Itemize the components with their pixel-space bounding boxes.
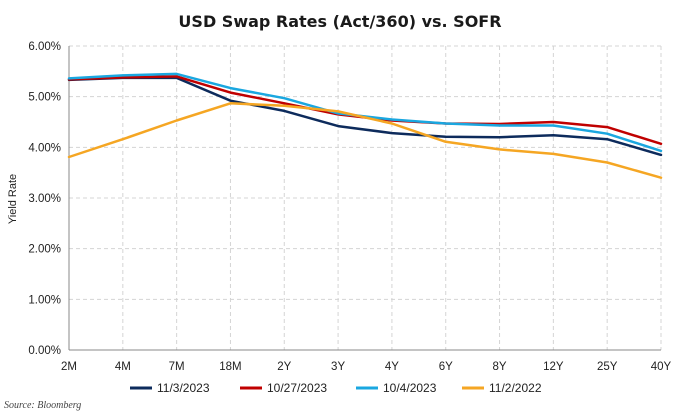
grid bbox=[69, 45, 662, 350]
series-line-1 bbox=[67, 75, 663, 146]
legend: 11/3/2023 10/27/2023 10/4/2023 11/2/2022 bbox=[130, 381, 542, 395]
x-tick-label: 7M bbox=[169, 361, 185, 373]
axes: 0.00% 1.00% 2.00% 3.00% 4.00% 5.00% 6.00% 2M 4M 7… bbox=[28, 41, 671, 373]
legend-label-0: 11/3/2023 bbox=[157, 381, 210, 395]
series-line-3 bbox=[67, 102, 663, 179]
x-tick-label: 18M bbox=[219, 361, 241, 373]
chart-title: USD Swap Rates (Act/360) vs. SOFR bbox=[178, 12, 501, 31]
y-tick-label: 1.00% bbox=[28, 294, 61, 306]
x-tick-label: 25Y bbox=[597, 361, 618, 373]
series-lines bbox=[67, 72, 663, 179]
series-line-2 bbox=[67, 72, 663, 153]
legend-label-1: 10/27/2023 bbox=[267, 381, 327, 395]
y-tick-label: 6.00% bbox=[28, 41, 61, 53]
y-tick-label: 5.00% bbox=[28, 92, 61, 104]
x-tick-label: 4Y bbox=[385, 361, 399, 373]
x-tick-label: 12Y bbox=[543, 361, 564, 373]
x-tick-label: 2M bbox=[61, 361, 77, 373]
y-axis-label: Yield Rate bbox=[7, 174, 19, 224]
source-note: Source: Bloomberg bbox=[4, 400, 81, 411]
series-line-0 bbox=[67, 76, 663, 157]
legend-label-2: 10/4/2023 bbox=[383, 381, 437, 395]
y-tick-label: 3.00% bbox=[28, 193, 61, 205]
y-tick-label: 0.00% bbox=[28, 345, 61, 357]
x-tick-label: 40Y bbox=[651, 361, 672, 373]
x-tick-label: 6Y bbox=[439, 361, 453, 373]
x-tick-label: 4M bbox=[115, 361, 131, 373]
x-tick-label: 2Y bbox=[277, 361, 291, 373]
x-tick-label: 3Y bbox=[331, 361, 345, 373]
x-tick-label: 8Y bbox=[493, 361, 507, 373]
legend-label-3: 11/2/2022 bbox=[489, 381, 542, 395]
y-tick-label: 2.00% bbox=[28, 244, 61, 256]
y-tick-label: 4.00% bbox=[28, 142, 61, 154]
